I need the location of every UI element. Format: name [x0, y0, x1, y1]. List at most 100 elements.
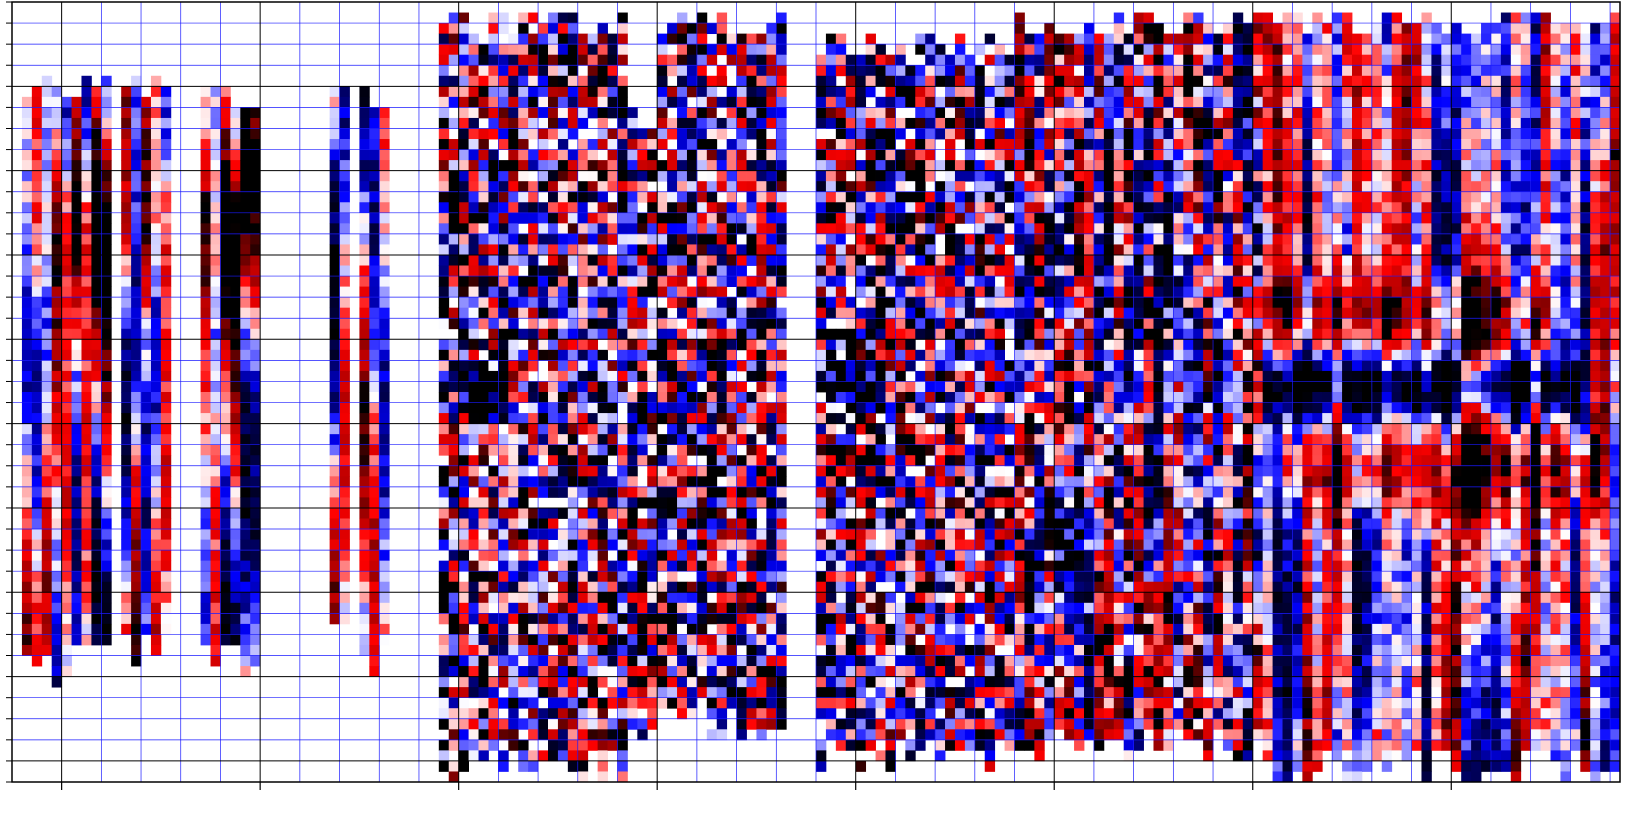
heatmap-cell — [468, 370, 479, 382]
heatmap-cell — [875, 729, 886, 741]
heatmap-cell — [716, 465, 728, 477]
heatmap-cell — [557, 286, 569, 298]
heatmap-cell — [915, 507, 926, 519]
heatmap-cell — [915, 223, 926, 235]
heatmap-cell — [875, 486, 886, 498]
heatmap-cell — [1024, 623, 1035, 635]
heatmap-cell — [895, 381, 906, 393]
heatmap-cell — [706, 86, 718, 98]
heatmap-cell — [835, 191, 847, 203]
heatmap-cell — [1004, 370, 1015, 382]
heatmap-cell — [776, 634, 787, 646]
heatmap-cell — [61, 529, 72, 540]
heatmap-cell — [488, 434, 499, 446]
heatmap-cell — [587, 223, 599, 235]
heatmap-cell — [845, 529, 857, 540]
heatmap-cell — [508, 223, 519, 235]
heatmap-cell — [577, 697, 589, 709]
heatmap-cell — [61, 254, 72, 266]
heatmap-cell — [81, 149, 92, 161]
heatmap-cell — [895, 402, 906, 414]
heatmap-cell — [458, 328, 469, 340]
heatmap-cell — [528, 634, 539, 646]
heatmap-cell — [51, 613, 63, 625]
heatmap-cell — [925, 581, 936, 593]
heatmap-cell — [895, 170, 906, 182]
heatmap-cell — [567, 297, 579, 309]
heatmap-cell — [696, 550, 708, 562]
heatmap-cell — [647, 276, 658, 287]
heatmap-cell — [160, 623, 172, 635]
heatmap-cell — [766, 117, 777, 129]
heatmap-cell — [587, 613, 599, 625]
heatmap-cell — [597, 370, 608, 382]
heatmap-cell — [816, 65, 827, 77]
heatmap-cell — [498, 444, 509, 456]
heatmap-cell — [954, 687, 966, 699]
heatmap-cell — [726, 160, 737, 172]
heatmap-cell — [895, 718, 906, 730]
heatmap-cell — [528, 539, 539, 551]
heatmap-cell — [617, 486, 628, 498]
heatmap-cell — [538, 708, 549, 720]
heatmap-cell — [825, 613, 837, 625]
heatmap-cell — [627, 139, 638, 150]
heatmap-cell — [339, 476, 350, 488]
heatmap-cell — [81, 434, 92, 446]
heatmap-cell — [597, 550, 608, 562]
heatmap-cell — [716, 318, 728, 330]
heatmap-cell — [905, 65, 916, 77]
heatmap-cell — [220, 423, 231, 435]
heatmap-cell — [647, 170, 658, 182]
heatmap-cell — [686, 160, 698, 172]
heatmap-cell — [220, 529, 231, 540]
heatmap-cell — [329, 202, 340, 214]
heatmap-cell — [984, 65, 996, 77]
heatmap-cell — [131, 634, 142, 646]
heatmap-cell — [875, 392, 886, 403]
heatmap-cell — [41, 455, 53, 467]
heatmap-cell — [935, 392, 946, 403]
heatmap-cell — [706, 455, 718, 467]
heatmap-cell — [865, 613, 876, 625]
heatmap-cell — [250, 181, 261, 193]
heatmap-cell — [329, 149, 340, 161]
heatmap-cell — [766, 202, 777, 214]
heatmap-cell — [587, 212, 599, 224]
heatmap-cell — [637, 212, 648, 224]
heatmap-cell — [746, 44, 757, 56]
heatmap-cell — [548, 392, 559, 403]
heatmap-cell — [597, 581, 608, 593]
heatmap-cell — [131, 286, 142, 298]
heatmap-cell — [696, 33, 708, 45]
heatmap-cell — [518, 634, 529, 646]
heatmap-cell — [865, 444, 876, 456]
heatmap-cell — [776, 539, 787, 551]
heatmap-cell — [478, 191, 489, 203]
heatmap-cell — [220, 254, 231, 266]
heatmap-cell — [61, 328, 72, 340]
heatmap-cell — [369, 550, 380, 562]
heatmap-cell — [160, 444, 172, 456]
heatmap-cell — [131, 139, 142, 150]
heatmap-cell — [220, 96, 231, 108]
heatmap-cell — [875, 86, 886, 98]
heatmap-cell — [816, 96, 827, 108]
heatmap-cell — [984, 507, 996, 519]
heatmap-cell — [369, 244, 380, 256]
heatmap-cell — [647, 518, 658, 530]
heatmap-cell — [736, 518, 747, 530]
heatmap-cell — [51, 497, 63, 509]
heatmap-cell — [359, 265, 370, 277]
heatmap-cell — [736, 455, 747, 467]
heatmap-cell — [657, 160, 668, 172]
heatmap-cell — [359, 96, 370, 108]
heatmap-cell — [607, 44, 618, 56]
heatmap-cell — [875, 117, 886, 129]
heatmap-cell — [41, 297, 53, 309]
heatmap-cell — [557, 149, 569, 161]
heatmap-cell — [677, 191, 688, 203]
heatmap-cell — [925, 550, 936, 562]
heatmap-cell — [339, 434, 350, 446]
heatmap-cell — [81, 529, 92, 540]
